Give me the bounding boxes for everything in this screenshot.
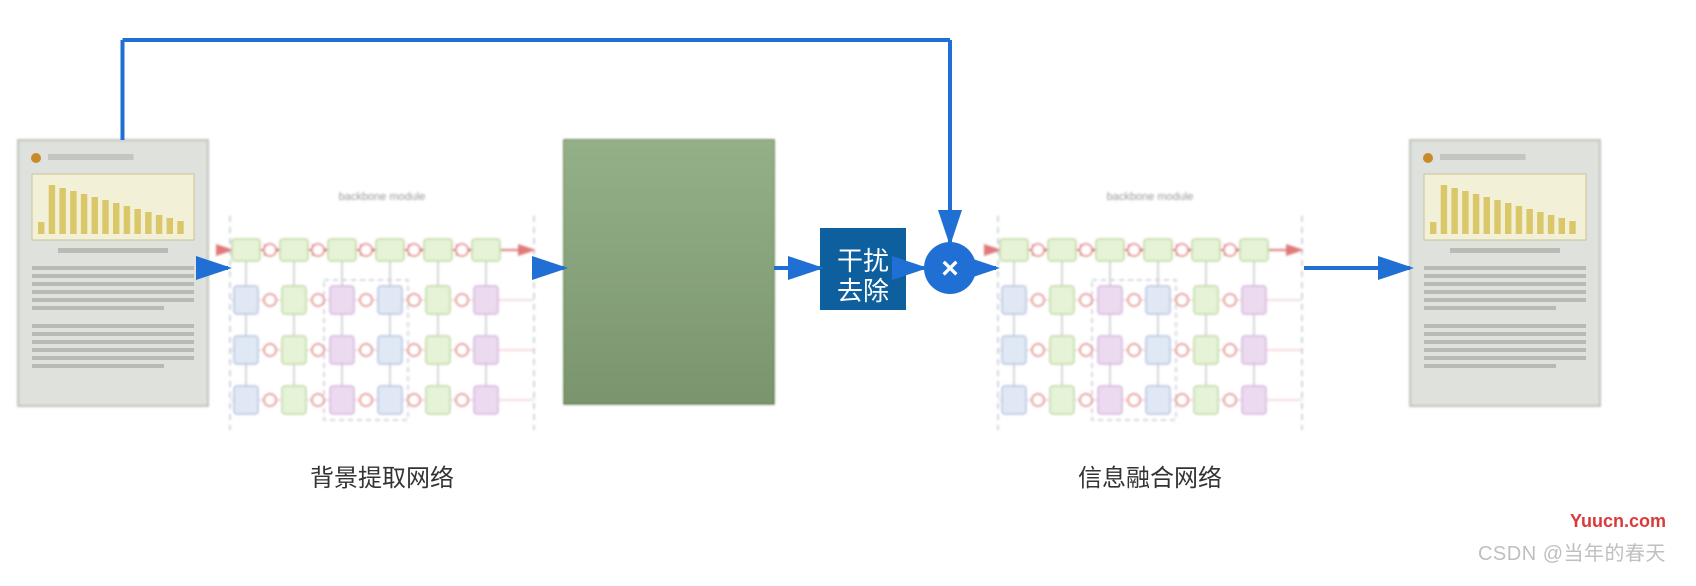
module-node bbox=[330, 286, 354, 314]
module-node bbox=[1002, 386, 1026, 414]
module-node bbox=[1000, 239, 1028, 261]
module-node bbox=[280, 239, 308, 261]
module-node bbox=[1192, 239, 1220, 261]
module-node bbox=[426, 336, 450, 364]
module-node bbox=[1002, 286, 1026, 314]
module-node bbox=[426, 386, 450, 414]
module-node bbox=[1194, 336, 1218, 364]
module-node bbox=[474, 336, 498, 364]
module-node bbox=[1048, 239, 1076, 261]
diagram-canvas: backbone module 背景提取网络 backbone module 信息融合… bbox=[0, 0, 1696, 586]
module-node bbox=[1242, 336, 1266, 364]
background-extract-network: backbone module bbox=[230, 191, 534, 430]
module-node bbox=[1096, 239, 1124, 261]
svg-text:去除: 去除 bbox=[837, 276, 889, 306]
watermark-site: Yuucn.com bbox=[1570, 511, 1666, 532]
module-node bbox=[1194, 386, 1218, 414]
watermark-csdn: CSDN @当年的春天 bbox=[1478, 537, 1666, 566]
module-node bbox=[1146, 386, 1170, 414]
module-node bbox=[378, 286, 402, 314]
input-document bbox=[18, 140, 208, 406]
module-node bbox=[232, 239, 260, 261]
module-node bbox=[378, 336, 402, 364]
module-node bbox=[330, 336, 354, 364]
background-extract-network-label: 背景提取网络 bbox=[310, 465, 454, 492]
svg-text:×: × bbox=[941, 252, 959, 285]
output-document bbox=[1410, 140, 1600, 406]
module-node bbox=[1146, 336, 1170, 364]
interference-removal-badge: 干扰去除 bbox=[820, 228, 906, 310]
module-node bbox=[474, 386, 498, 414]
info-fusion-network: backbone module bbox=[998, 191, 1302, 430]
info-fusion-network-label: 信息融合网络 bbox=[1078, 465, 1222, 492]
intermediate-panel bbox=[564, 140, 774, 404]
module-node bbox=[1050, 386, 1074, 414]
module-node bbox=[1242, 386, 1266, 414]
module-node bbox=[1242, 286, 1266, 314]
module-node bbox=[328, 239, 356, 261]
module-node bbox=[282, 386, 306, 414]
module-node bbox=[378, 386, 402, 414]
module-node bbox=[282, 286, 306, 314]
module-node bbox=[376, 239, 404, 261]
module-node bbox=[234, 336, 258, 364]
multiply-node: × bbox=[924, 242, 976, 294]
module-node bbox=[1098, 336, 1122, 364]
module-node bbox=[1194, 286, 1218, 314]
module-node bbox=[424, 239, 452, 261]
module-node bbox=[330, 386, 354, 414]
module-node bbox=[1240, 239, 1268, 261]
module-node bbox=[1098, 386, 1122, 414]
module-node bbox=[1144, 239, 1172, 261]
module-node bbox=[474, 286, 498, 314]
module-node bbox=[234, 386, 258, 414]
svg-text:干扰: 干扰 bbox=[837, 246, 889, 276]
backbone-caption: backbone module bbox=[339, 191, 426, 203]
module-node bbox=[234, 286, 258, 314]
module-node bbox=[1146, 286, 1170, 314]
backbone-caption: backbone module bbox=[1107, 191, 1194, 203]
module-node bbox=[282, 336, 306, 364]
module-node bbox=[1050, 336, 1074, 364]
module-node bbox=[426, 286, 450, 314]
module-node bbox=[472, 239, 500, 261]
module-node bbox=[1050, 286, 1074, 314]
module-node bbox=[1002, 336, 1026, 364]
module-node bbox=[1098, 286, 1122, 314]
